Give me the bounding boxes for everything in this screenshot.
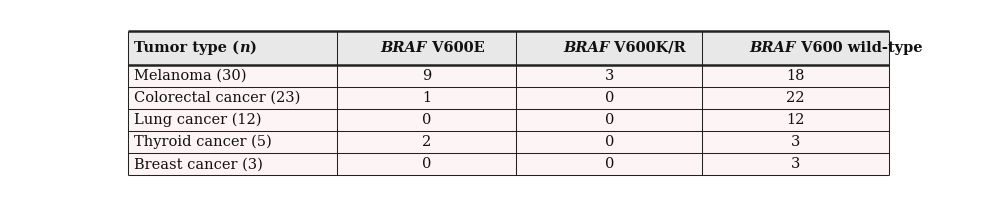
Bar <box>128 109 889 131</box>
Text: 0: 0 <box>422 157 432 171</box>
Text: 3: 3 <box>791 135 801 149</box>
Bar <box>128 153 889 175</box>
Text: BRAF: BRAF <box>380 41 427 55</box>
Text: n: n <box>239 41 250 55</box>
Text: Colorectal cancer (23): Colorectal cancer (23) <box>134 91 301 105</box>
Bar <box>128 31 889 65</box>
Text: V600 wild-type: V600 wild-type <box>796 41 923 55</box>
Text: ): ) <box>250 41 257 55</box>
Text: Lung cancer (12): Lung cancer (12) <box>134 113 262 127</box>
Bar <box>128 65 889 87</box>
Text: Melanoma (30): Melanoma (30) <box>134 69 246 83</box>
Text: Tumor type (: Tumor type ( <box>134 41 239 55</box>
Text: 0: 0 <box>604 91 614 105</box>
Text: 3: 3 <box>604 69 614 83</box>
Text: 0: 0 <box>604 113 614 127</box>
Text: 3: 3 <box>791 157 801 171</box>
Text: BRAF: BRAF <box>750 41 796 55</box>
Text: BRAF: BRAF <box>563 41 609 55</box>
Text: V600E: V600E <box>427 41 484 55</box>
Text: 9: 9 <box>422 69 432 83</box>
Text: 18: 18 <box>787 69 805 83</box>
Text: 0: 0 <box>604 157 614 171</box>
Text: Breast cancer (3): Breast cancer (3) <box>134 157 263 171</box>
Text: 0: 0 <box>422 113 432 127</box>
Text: V600K/R: V600K/R <box>609 41 686 55</box>
Text: 1: 1 <box>422 91 432 105</box>
Text: Thyroid cancer (5): Thyroid cancer (5) <box>134 135 272 149</box>
Text: 12: 12 <box>787 113 805 127</box>
Text: 2: 2 <box>422 135 432 149</box>
Text: 22: 22 <box>787 91 805 105</box>
Bar <box>128 87 889 109</box>
Bar <box>128 131 889 153</box>
Text: 0: 0 <box>604 135 614 149</box>
